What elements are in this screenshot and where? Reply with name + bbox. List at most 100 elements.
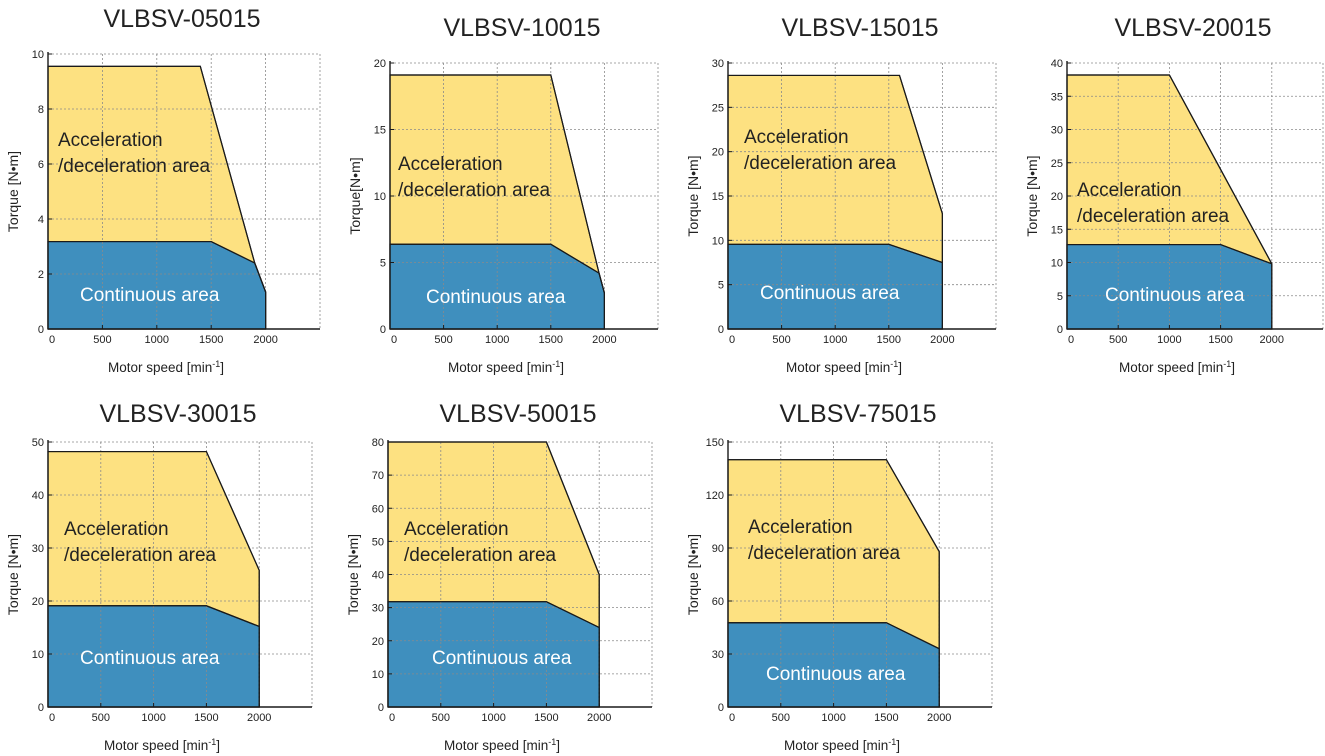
x-axis-label-end: ] <box>556 738 560 753</box>
acceleration-boundary-line <box>728 74 944 329</box>
acceleration-label-line2: /deceleration area <box>64 545 217 566</box>
acceleration-label-line2: /deceleration area <box>748 543 901 564</box>
x-tick-label: 0 <box>49 712 55 724</box>
y-tick-label: 90 <box>712 543 724 555</box>
x-tick-label: 1000 <box>821 712 845 724</box>
y-tick-label: 0 <box>718 702 724 714</box>
x-axis-label-text: Motor speed [min <box>1119 360 1223 375</box>
chart-title: VLBSV-75015 <box>779 400 936 428</box>
x-tick-label: 1500 <box>877 334 901 346</box>
y-axis-label: Torque [N•m] <box>5 534 21 615</box>
y-tick-label: 20 <box>372 636 384 648</box>
x-axis-label-text: Motor speed [min <box>448 360 552 375</box>
x-axis-label-superscript: -1 <box>212 359 220 369</box>
y-axis-label: Torque [N•m] <box>345 534 361 615</box>
x-tick-label: 2000 <box>927 712 951 724</box>
y-tick-label: 5 <box>718 280 724 292</box>
x-tick-label: 500 <box>432 712 450 724</box>
x-axis-label-text: Motor speed [min <box>108 360 212 375</box>
y-tick-label: 0 <box>718 324 724 336</box>
x-tick-label: 0 <box>389 712 395 724</box>
acceleration-label-line1: Acceleration <box>1077 180 1182 201</box>
y-tick-label: 50 <box>372 536 384 548</box>
x-tick-label: 500 <box>772 334 790 346</box>
y-axis-label: Torque [N•m] <box>5 151 21 232</box>
x-axis-label-text: Motor speed [min <box>444 738 548 753</box>
y-tick-label: 20 <box>1051 191 1063 203</box>
x-tick-label: 1500 <box>534 712 558 724</box>
y-tick-label: 30 <box>712 649 724 661</box>
continuous-boundary-line <box>728 622 940 650</box>
y-tick-label: 5 <box>380 258 386 270</box>
acceleration-boundary-line <box>728 459 940 707</box>
x-axis-label-superscript: -1 <box>888 737 896 747</box>
x-axis-label-end: ] <box>896 738 900 753</box>
chart-VLBSV-20015: VLBSV-20015 0 5 10 15 20 25 30 35 40 0 500 1000 1500 2… <box>1024 14 1324 375</box>
continuous-boundary-line <box>48 605 260 627</box>
x-axis-label: Motor speed [min-1] <box>1119 359 1235 375</box>
continuous-area-label: Continuous area <box>80 648 220 669</box>
chart-title: VLBSV-30015 <box>99 400 256 428</box>
x-tick-label: 2000 <box>930 334 954 346</box>
acceleration-label-line1: Acceleration <box>398 154 503 175</box>
y-axis-label: Torque [N•m] <box>685 155 701 236</box>
x-tick-label: 500 <box>92 712 110 724</box>
continuous-boundary-line <box>48 240 267 293</box>
continuous-area-label: Continuous area <box>1105 285 1245 306</box>
y-tick-label: 60 <box>372 503 384 515</box>
x-axis-label-superscript: -1 <box>1223 359 1231 369</box>
x-axis-label-superscript: -1 <box>208 737 216 747</box>
x-tick-label: 1000 <box>1157 334 1181 346</box>
y-tick-label: 30 <box>1051 125 1063 137</box>
grid <box>390 62 659 329</box>
y-tick-label: 10 <box>32 49 44 61</box>
y-tick-label: 150 <box>706 437 724 449</box>
y-tick-label: 30 <box>372 603 384 615</box>
x-tick-label: 1000 <box>145 334 169 346</box>
continuous-boundary-line <box>390 243 605 294</box>
y-tick-label: 15 <box>1051 224 1063 236</box>
acceleration-boundary-line <box>1067 74 1273 329</box>
chart-VLBSV-05015: VLBSV-05015 0 2 4 6 8 10 0 500 1000 1500 2000 Torque… <box>5 5 321 375</box>
continuous-area-label: Continuous area <box>432 648 572 669</box>
x-tick-label: 1500 <box>1208 334 1232 346</box>
continuous-area-label: Continuous area <box>760 283 900 304</box>
x-axis-label: Motor speed [min-1] <box>448 359 564 375</box>
y-tick-label: 0 <box>378 702 384 714</box>
acceleration-label-line1: Acceleration <box>58 130 163 151</box>
acceleration-label-line2: /deceleration area <box>1077 206 1230 227</box>
chart-title: VLBSV-20015 <box>1114 14 1271 42</box>
x-tick-label: 0 <box>1068 334 1074 346</box>
y-axis-label: Torque [N•m] <box>685 534 701 615</box>
x-tick-label: 0 <box>391 334 397 346</box>
y-tick-label: 70 <box>372 470 384 482</box>
y-tick-label: 35 <box>1051 91 1063 103</box>
y-tick-label: 120 <box>706 490 724 502</box>
x-tick-label: 1000 <box>141 712 165 724</box>
x-tick-label: 500 <box>93 334 111 346</box>
y-axis-label: Torque [N•m] <box>1024 155 1040 236</box>
y-tick-label: 10 <box>1051 258 1063 270</box>
y-tick-label: 60 <box>712 596 724 608</box>
y-tick-label: 15 <box>374 125 386 137</box>
y-tick-label: 10 <box>32 649 44 661</box>
x-tick-label: 1500 <box>539 334 563 346</box>
x-axis-label: Motor speed [min-1] <box>784 737 900 753</box>
y-tick-label: 10 <box>372 669 384 681</box>
chart-title: VLBSV-50015 <box>439 400 596 428</box>
x-axis-label-end: ] <box>216 738 220 753</box>
x-tick-label: 500 <box>772 712 790 724</box>
x-tick-label: 500 <box>1109 334 1127 346</box>
y-tick-label: 0 <box>38 702 44 714</box>
x-tick-label: 1500 <box>194 712 218 724</box>
y-tick-label: 8 <box>38 104 44 116</box>
chart-title: VLBSV-05015 <box>103 5 260 33</box>
y-tick-label: 10 <box>374 191 386 203</box>
continuous-area-label: Continuous area <box>766 664 906 685</box>
chart-title: VLBSV-15015 <box>781 14 938 42</box>
x-tick-label: 0 <box>729 334 735 346</box>
x-tick-label: 1000 <box>485 334 509 346</box>
acceleration-label-line2: /deceleration area <box>58 156 211 177</box>
x-axis-label-text: Motor speed [min <box>784 738 888 753</box>
